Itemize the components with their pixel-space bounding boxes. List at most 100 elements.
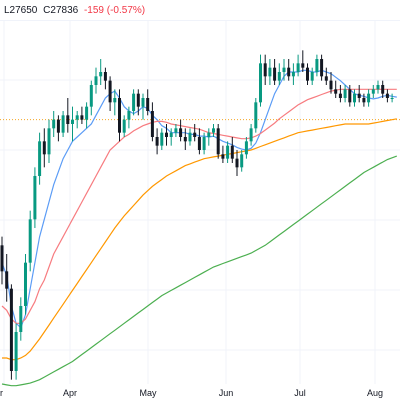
candle-body <box>259 63 262 103</box>
candle-body <box>146 98 150 111</box>
x-tick-label: Aug <box>367 388 383 398</box>
candle-body <box>28 219 32 263</box>
candle <box>221 145 225 163</box>
candle-body <box>5 271 9 289</box>
candle-body <box>367 93 371 103</box>
candle-body <box>310 72 314 81</box>
candle-body <box>9 288 13 371</box>
candle <box>141 93 145 120</box>
candle <box>0 236 4 285</box>
candle <box>5 254 9 302</box>
candle-body <box>329 80 333 90</box>
grid-lines <box>0 20 400 384</box>
candle <box>390 93 394 103</box>
candle-body <box>291 72 295 77</box>
candle-body <box>343 89 347 98</box>
candle <box>306 63 309 85</box>
candle-body <box>287 67 291 77</box>
candle <box>71 106 74 142</box>
close-value: C27836 <box>43 5 79 16</box>
candle-body <box>38 141 42 176</box>
candle <box>33 167 37 228</box>
candle-body <box>0 245 4 272</box>
candle <box>193 124 197 142</box>
candle <box>277 63 281 85</box>
candle <box>230 137 234 163</box>
candle <box>56 115 60 142</box>
ma-mid-line <box>1 88 397 324</box>
ma-fast-line <box>1 69 397 329</box>
ma-long-line <box>1 155 398 387</box>
candle <box>132 89 136 116</box>
change-value: -159 (-0.57%) <box>83 5 146 16</box>
candle <box>301 50 305 72</box>
candle <box>329 72 333 94</box>
candle <box>291 63 295 85</box>
candle <box>19 297 23 341</box>
candle-body <box>66 115 70 124</box>
candle-body <box>193 132 197 137</box>
x-tick-label: Jun <box>219 388 234 398</box>
candle <box>183 128 187 150</box>
candle-body <box>230 145 234 159</box>
candle-body <box>141 98 145 107</box>
candle <box>94 67 98 94</box>
candle <box>362 93 366 107</box>
candle-body <box>52 119 56 129</box>
candle <box>118 89 121 142</box>
candle-body <box>212 128 215 133</box>
candle <box>315 54 319 77</box>
candle-body <box>24 262 27 306</box>
candle-body <box>85 106 89 120</box>
candle <box>146 89 150 116</box>
candle <box>127 106 131 129</box>
candle <box>385 89 389 103</box>
x-axis: r Apr May Jun Jul Aug <box>0 388 383 398</box>
candle-body <box>108 80 112 103</box>
candle-body <box>33 176 37 220</box>
candle <box>122 115 126 137</box>
ohlc-readout: L27650 C27836 -159 (-0.57%) <box>4 5 145 16</box>
candle-body <box>362 98 366 103</box>
candle <box>357 85 361 103</box>
candle <box>287 59 291 81</box>
ma-slow-line <box>2 118 397 361</box>
candle <box>367 89 371 107</box>
x-tick-label: Apr <box>63 388 77 398</box>
candles <box>0 50 394 380</box>
candle-body <box>390 98 394 99</box>
candle-body <box>103 72 107 81</box>
candle-body <box>169 132 173 137</box>
candle <box>99 59 103 85</box>
candle-body <box>357 93 361 98</box>
candle <box>263 54 267 85</box>
candle <box>9 284 13 380</box>
candle-body <box>75 115 79 120</box>
candle <box>334 80 338 98</box>
candle-body <box>249 128 253 142</box>
candle <box>249 124 253 146</box>
candle-body <box>188 132 192 142</box>
candle <box>160 128 164 150</box>
candle-body <box>244 141 248 155</box>
candle-body <box>348 89 352 103</box>
candle <box>197 128 201 155</box>
candle-body <box>277 72 281 81</box>
candle-body <box>179 128 183 137</box>
candle <box>24 254 27 315</box>
candle-body <box>301 63 305 68</box>
candle-body <box>80 115 84 120</box>
candle-body <box>381 85 385 94</box>
candle <box>226 141 230 163</box>
candle <box>85 102 89 129</box>
candle-body <box>47 128 51 155</box>
candle-body <box>127 111 131 120</box>
candle-body <box>216 128 220 155</box>
candle-body <box>14 332 18 371</box>
moving-averages <box>1 69 398 387</box>
candle <box>212 124 215 137</box>
candle <box>296 54 300 77</box>
candle-body <box>61 115 65 133</box>
